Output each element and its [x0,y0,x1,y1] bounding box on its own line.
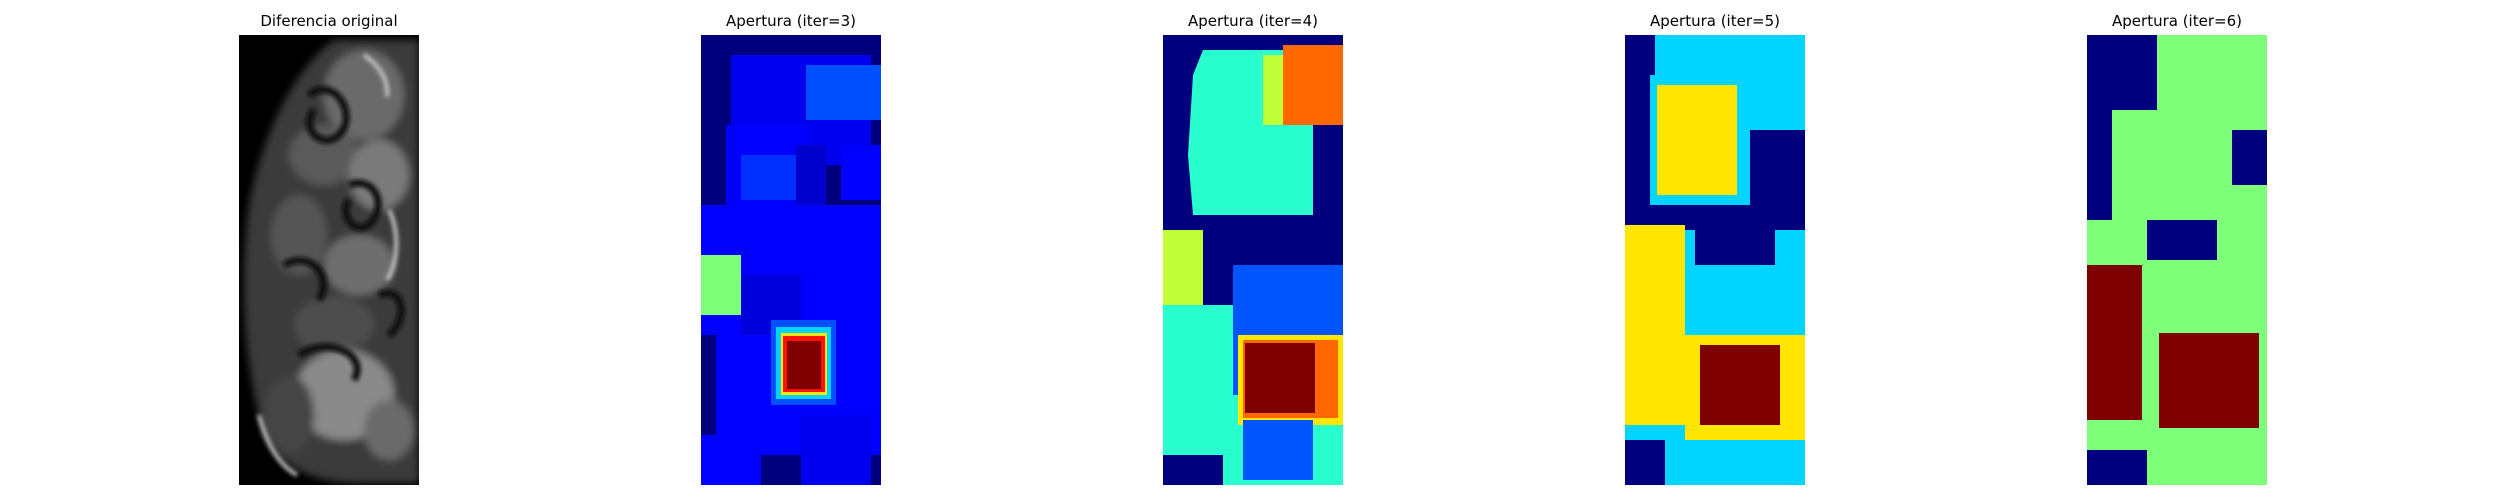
jet-colormap-image [1163,35,1343,485]
panel-original: Diferencia original [239,8,419,34]
grayscale-difference-image [239,35,419,485]
panel-title: Apertura (iter=5) [1625,8,1805,34]
panel-title: Apertura (iter=6) [2087,8,2267,34]
jet-colormap-image [2087,35,2267,485]
jet-colormap-image [1625,35,1805,485]
jet-colormap-image [701,35,881,485]
panel-apertura-iter-5: Apertura (iter=5) [1625,8,1805,34]
panel-title: Diferencia original [239,8,419,34]
panel-title: Apertura (iter=3) [701,8,881,34]
panel-apertura-iter-6: Apertura (iter=6) [2087,8,2267,34]
panel-title: Apertura (iter=4) [1163,8,1343,34]
panel-apertura-iter-4: Apertura (iter=4) [1163,8,1343,34]
panel-apertura-iter-3: Apertura (iter=3) [701,8,881,34]
